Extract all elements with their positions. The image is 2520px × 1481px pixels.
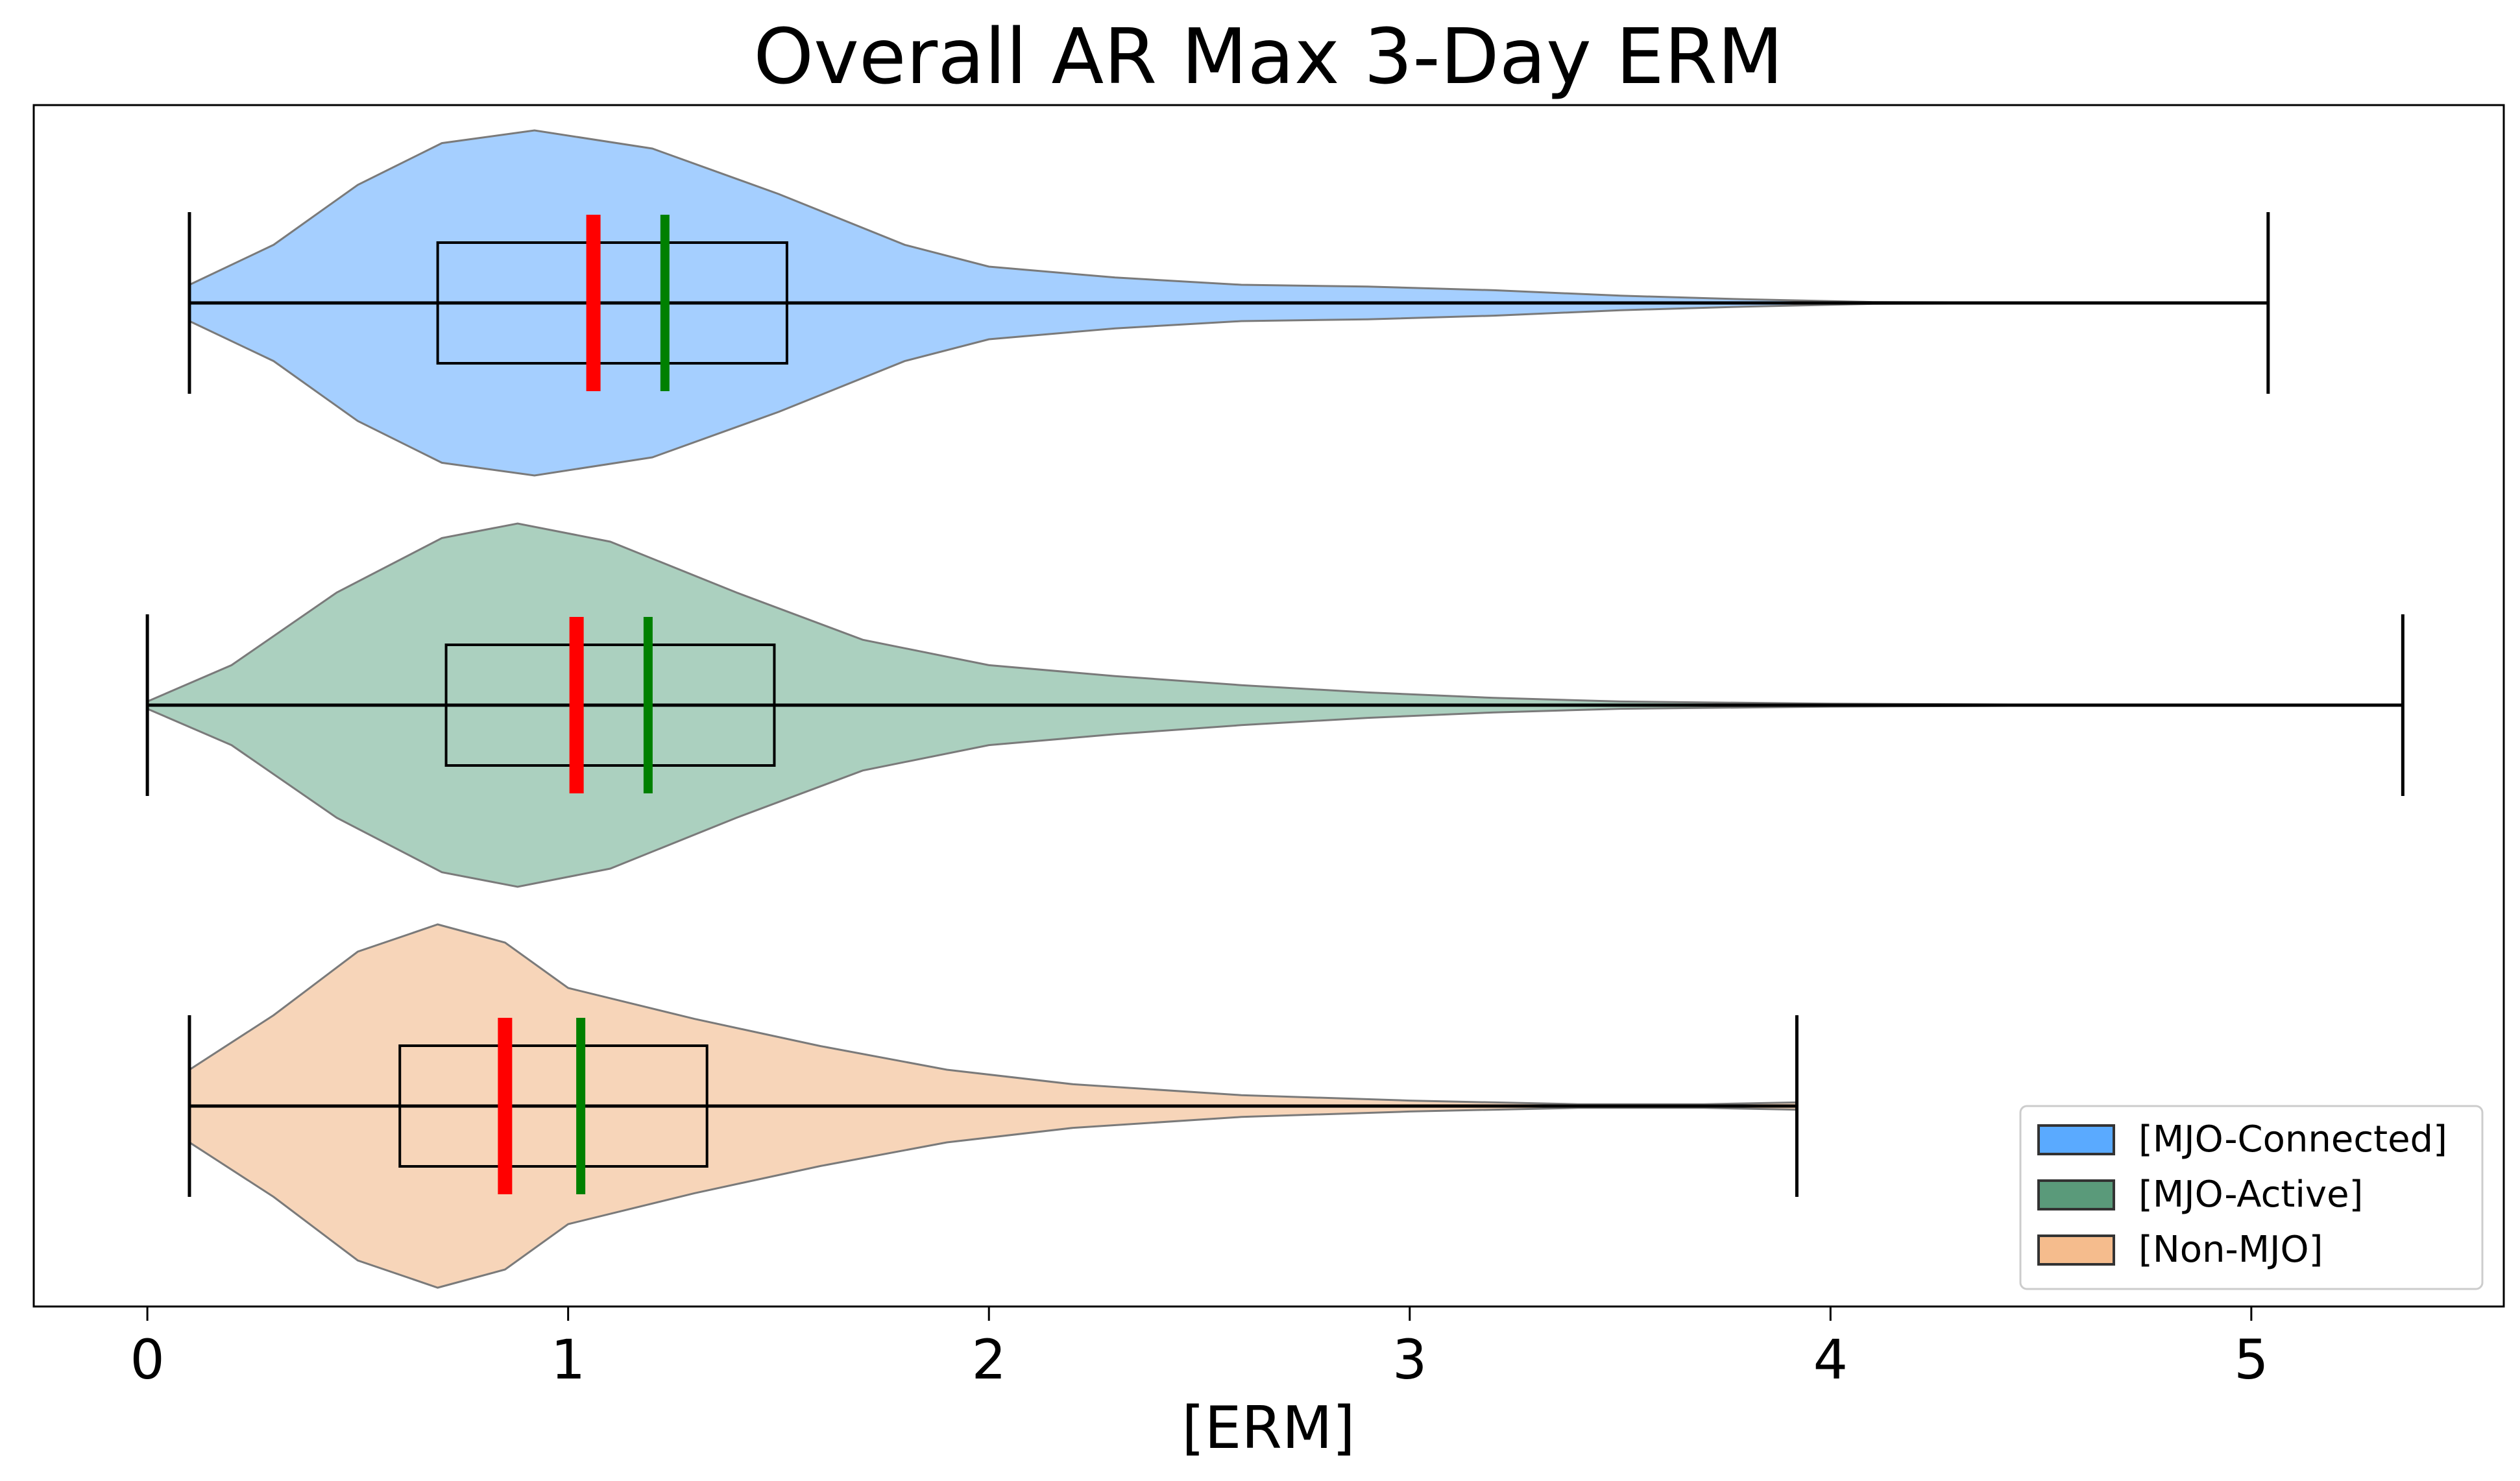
- x-tick-label: 1: [551, 1328, 585, 1391]
- x-axis-label: [ERM]: [1181, 1394, 1355, 1462]
- legend-entry-label: [MJO-Active]: [2138, 1174, 2363, 1216]
- violin-group: [188, 129, 2270, 477]
- violin-iqr-box: [444, 644, 776, 767]
- legend-swatch: [2037, 1179, 2115, 1210]
- legend-swatch: [2037, 1234, 2115, 1266]
- violin-group: [145, 522, 2405, 888]
- legend-entry-label: [MJO-Connected]: [2138, 1118, 2447, 1161]
- x-tick-label: 5: [2234, 1328, 2268, 1391]
- x-tick-label: 4: [1813, 1328, 1848, 1391]
- chart-title: Overall AR Max 3-Day ERM: [753, 12, 1783, 101]
- violin-iqr-box: [436, 241, 788, 365]
- x-tick-label: 0: [130, 1328, 164, 1391]
- legend: [MJO-Connected] [MJO-Active] [Non-MJO]: [2019, 1105, 2484, 1290]
- violin-layer: [145, 129, 2405, 1289]
- x-axis: 0 1 2 3 4 5: [130, 1306, 2269, 1391]
- plot-frame: [32, 104, 2505, 1308]
- x-tick-label: 3: [1392, 1328, 1427, 1391]
- violin-group: [188, 923, 1799, 1289]
- legend-entry-label: [Non-MJO]: [2138, 1229, 2323, 1271]
- x-tick-label: 2: [971, 1328, 1006, 1391]
- legend-frame: [2019, 1105, 2484, 1290]
- violin-iqr-box: [398, 1044, 709, 1168]
- legend-swatch: [2037, 1124, 2115, 1155]
